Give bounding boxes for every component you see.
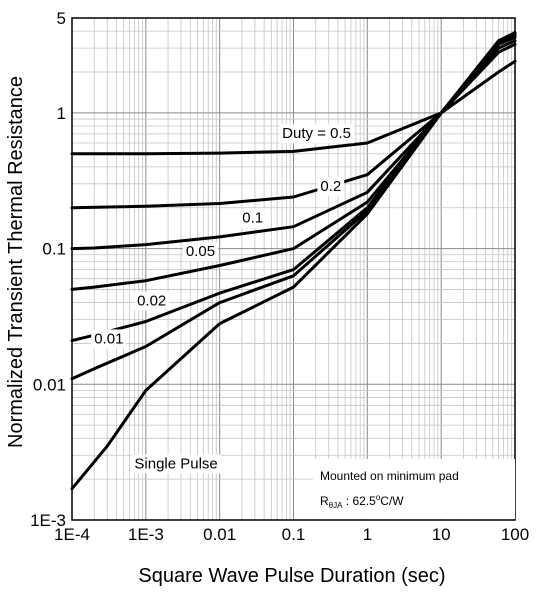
series-line-single-pulse — [70, 31, 517, 491]
svg-text:Duty = 0.5: Duty = 0.5 — [282, 125, 351, 142]
series-label-0-05: 0.05 — [182, 242, 219, 262]
mounting-note-box: Mounted on minimum pad RθJA : 62.5oC/W — [313, 459, 515, 519]
x-tick-label: 100 — [501, 525, 529, 544]
svg-text:0.2: 0.2 — [320, 178, 341, 195]
svg-text:Single Pulse: Single Pulse — [134, 455, 217, 472]
x-tick-label: 0.1 — [282, 525, 306, 544]
y-tick-label: 1E-3 — [30, 511, 66, 530]
series-label-0-02: 0.02 — [134, 291, 170, 311]
grid-lines — [71, 17, 515, 521]
svg-text:0.01: 0.01 — [94, 330, 123, 347]
x-tick-label: 1E-4 — [54, 525, 90, 544]
y-axis-title: Normalized Transient Thermal Resistance — [5, 76, 27, 448]
mounting-note-line1: Mounted on minimum pad — [320, 469, 459, 483]
x-axis-title: Square Wave Pulse Duration (sec) — [138, 565, 445, 587]
series-label-0-1: 0.1 — [239, 208, 267, 228]
x-tick-label: 1E-3 — [128, 525, 164, 544]
x-tick-label: 10 — [432, 525, 451, 544]
series-label-0-01: 0.01 — [91, 329, 127, 349]
series-label-0-5: Duty = 0.5 — [279, 124, 354, 144]
x-tick-label: 0.01 — [203, 525, 236, 544]
svg-text:0.05: 0.05 — [186, 243, 215, 260]
mounting-note-line2: RθJA : 62.5oC/W — [320, 493, 404, 510]
plot-frame — [71, 17, 516, 521]
series-label-single-pulse: Single Pulse — [131, 454, 221, 474]
series-line-0-1 — [70, 39, 517, 251]
series-line-0-5 — [70, 59, 517, 156]
series-label-0-2: 0.2 — [317, 177, 345, 197]
y-tick-label: 0.01 — [33, 375, 66, 394]
series-labels: Duty = 0.5 0.2 0.1 0.05 0.02 0.01 Single Pulse — [91, 124, 354, 474]
y-tick-label: 5 — [57, 9, 66, 28]
x-tick-label: 1 — [363, 525, 372, 544]
y-tick-label: 0.1 — [42, 240, 66, 259]
svg-text:0.1: 0.1 — [242, 210, 263, 227]
y-tick-label: 1 — [57, 104, 66, 123]
svg-text:0.02: 0.02 — [137, 293, 166, 310]
